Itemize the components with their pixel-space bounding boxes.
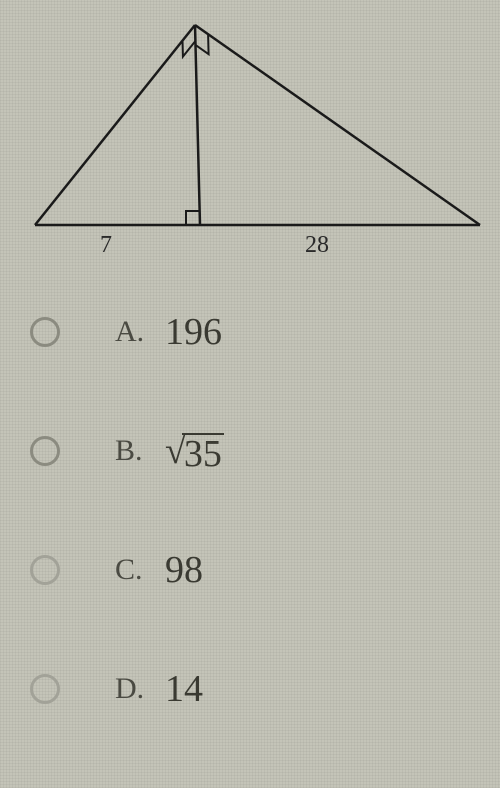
option-value: 14 <box>165 667 203 711</box>
option-d[interactable]: D. 14 <box>30 667 470 711</box>
answer-options: A. 196 B. √ 35 C. 98 D. 14 <box>30 310 470 786</box>
option-value: 98 <box>165 548 203 592</box>
option-letter: D. <box>115 672 165 706</box>
option-letter: C. <box>115 553 165 587</box>
segment-label-right: 28 <box>305 232 329 259</box>
radio-icon[interactable] <box>30 436 60 466</box>
radio-icon[interactable] <box>30 317 60 347</box>
option-letter: A. <box>115 315 165 349</box>
option-a[interactable]: A. 196 <box>30 310 470 354</box>
sqrt-radicand: 35 <box>182 433 224 473</box>
option-c[interactable]: C. 98 <box>30 548 470 592</box>
radio-icon[interactable] <box>30 555 60 585</box>
triangle-svg <box>0 0 500 300</box>
option-b[interactable]: B. √ 35 <box>30 429 470 473</box>
option-letter: B. <box>115 434 165 468</box>
option-value: 196 <box>165 310 222 354</box>
segment-label-left: 7 <box>100 232 112 259</box>
radio-icon[interactable] <box>30 674 60 704</box>
triangle-diagram: 7 28 <box>0 0 500 300</box>
option-value: √ 35 <box>165 429 224 473</box>
